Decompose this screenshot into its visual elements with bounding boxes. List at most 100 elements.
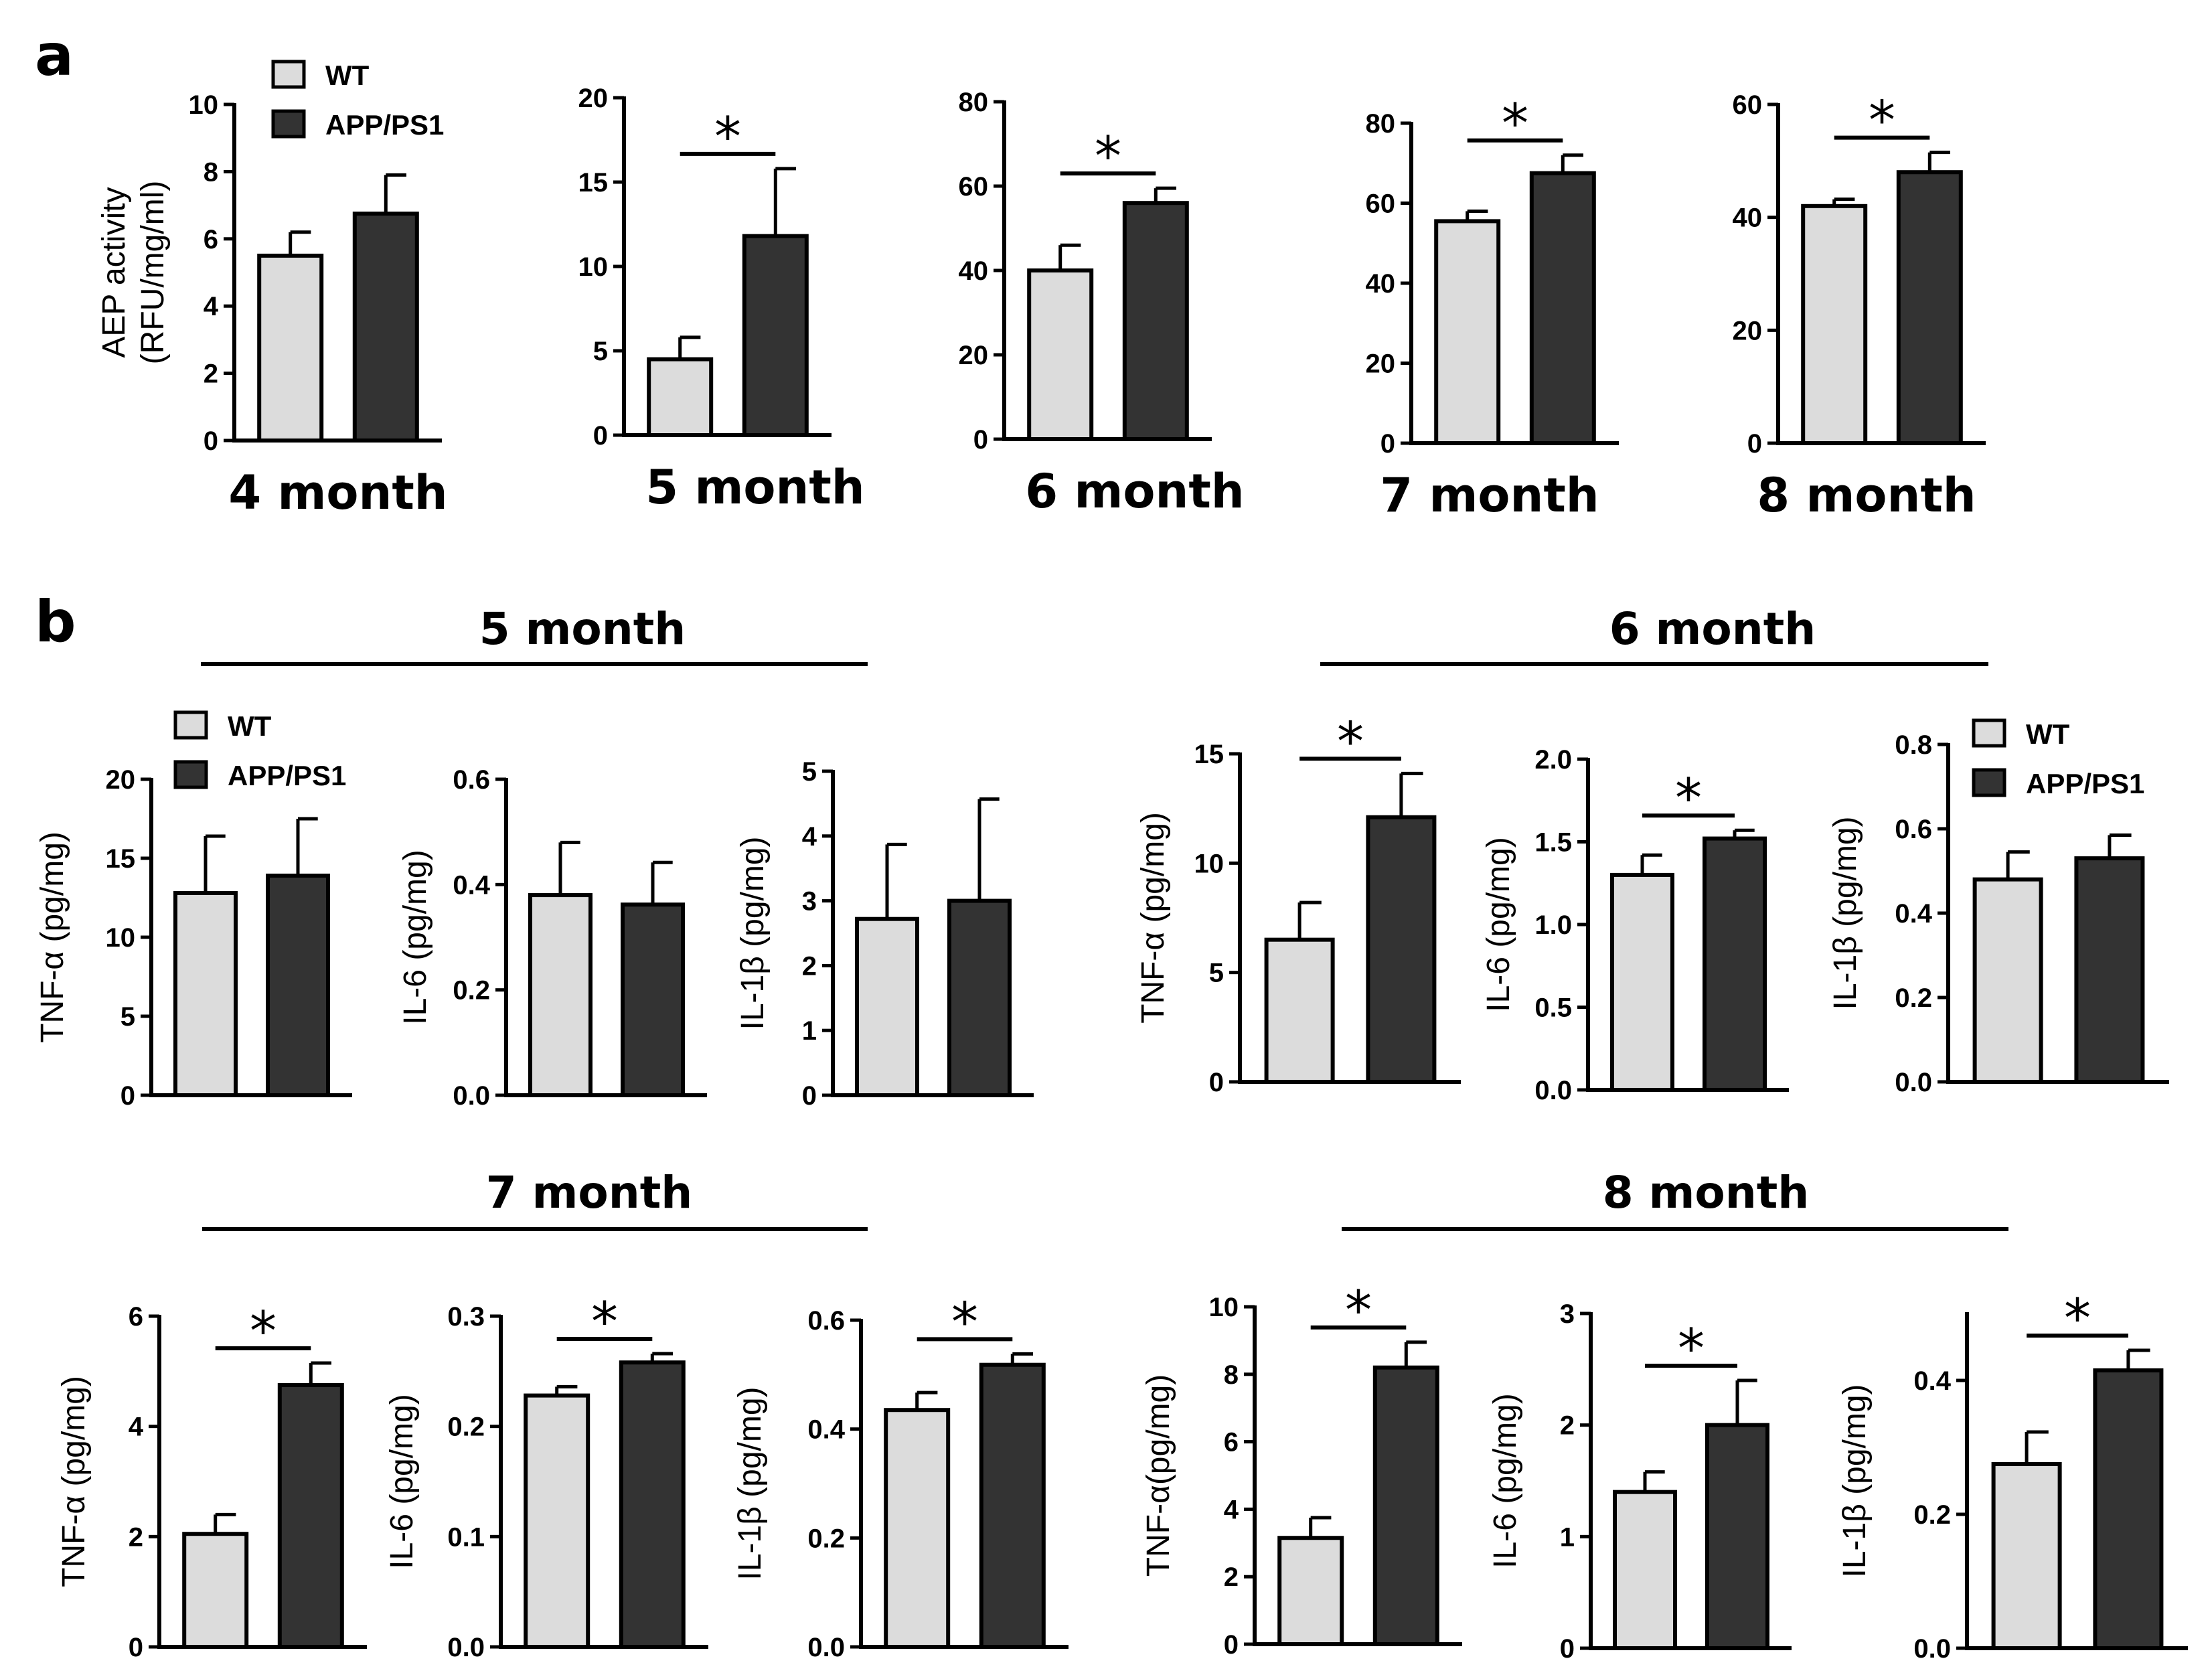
chart-tnf-5-month: 0 5 10 15 20 TNF-α (pg/mg) [35,765,352,1111]
bar-wt [1991,1462,2062,1650]
y-tick-label: 1.5 [1534,828,1572,858]
y-tick-label: 15 [578,168,609,197]
y-tick-label: 0 [1380,429,1395,459]
bar-wt [524,1393,590,1650]
bar-app [1529,171,1596,445]
bar-wt [173,890,238,1098]
legend-panel-a: WT APP/PS1 [271,60,444,141]
y-tick-label: 0 [129,1633,143,1662]
legend-panel-b-5-month: WT APP/PS1 [173,710,346,791]
significance-marker: * [250,1300,276,1362]
chart-il1b-8-month: 0.0 0.2 0.4 * IL-1β (pg/mg) [1837,1287,2188,1664]
chart-il6-8-month: 0 1 2 3 * IL-6 (pg/mg) [1488,1299,1792,1664]
y-axis-label: TNF-α (pg/mg) [56,1376,92,1587]
y-tick-label: 60 [1733,90,1763,120]
y-tick-label: 20 [1366,349,1396,379]
y-tick-label: 20 [959,341,989,370]
significance-marker: * [1502,92,1528,155]
y-tick-label: 0.4 [1895,899,1932,929]
y-tick-label: 2 [1560,1411,1575,1441]
legend-label-wt: WT [2026,718,2070,750]
chart-aep-5-month: 0 5 10 15 20 * 5 month [578,84,865,515]
y-tick-label: 3 [802,887,817,916]
significance-marker: * [591,1291,618,1353]
significance-marker: * [714,106,741,168]
y-tick-label: 2.0 [1534,745,1572,775]
legend-panel-b-6-month: WT APP/PS1 [1972,718,2144,799]
significance-marker: * [1678,1317,1705,1380]
y-tick-label: 20 [578,84,609,113]
y-tick-label: 2 [802,951,817,981]
y-tick-label: 60 [959,172,989,202]
y-tick-label: 0.2 [453,976,490,1006]
y-tick-label: 0.0 [807,1633,845,1662]
y-tick-label: 0.0 [453,1081,490,1111]
x-axis-label: 7 month [1380,468,1599,523]
y-tick-label: 0 [1560,1634,1575,1664]
bar-app [266,873,330,1097]
bar-app [742,234,809,437]
y-axis-label: IL-6 (pg/mg) [1481,837,1516,1012]
significance-marker: * [951,1291,978,1353]
y-tick-label: 0 [1747,429,1762,459]
y-tick-label: 0.2 [807,1524,845,1553]
bar-app [1896,170,1963,445]
bar-app [1372,1365,1439,1646]
y-tick-label: 80 [959,88,989,117]
bar-wt [647,357,714,437]
x-axis-label: 5 month [645,460,864,515]
legend-swatch-app [173,760,208,789]
bar-wt [1434,219,1501,445]
y-tick-label: 0 [121,1081,135,1111]
y-tick-label: 5 [121,1002,135,1032]
y-tick-label: 0.2 [447,1413,485,1442]
bar-app [1703,836,1767,1093]
y-tick-label: 0.4 [1913,1366,1951,1396]
bar-app [947,898,1012,1097]
legend-swatch-wt [173,710,208,740]
y-axis-label: IL-1β (pg/mg) [1828,816,1863,1010]
y-tick-label: 40 [1366,269,1396,299]
bar-wt [528,893,592,1097]
y-tick-label: 0 [593,421,608,451]
y-tick-label: 80 [1366,109,1396,139]
legend-label-wt: WT [228,710,272,742]
y-tick-label: 10 [189,90,219,120]
bar-wt [1613,1490,1677,1651]
bar-wt [855,916,919,1097]
bar-wt [1972,877,2043,1084]
chart-il1b-6-month: 0.0 0.2 0.4 0.6 0.8 IL-1β (pg/mg) [1828,730,2169,1097]
y-tick-label: 0.6 [807,1306,845,1336]
y-tick-label: 10 [106,923,136,953]
legend-swatch-app [271,109,306,139]
x-axis-label: 6 month [1025,464,1244,519]
y-tick-label: 10 [578,252,609,282]
y-tick-label: 40 [959,256,989,286]
y-axis-label: IL-6 (pg/mg) [398,850,433,1024]
legend-label-app: APP/PS1 [325,109,444,141]
y-tick-label: 0.2 [1913,1500,1951,1530]
y-tick-label: 15 [106,844,136,874]
significance-marker: * [1345,1279,1372,1342]
y-axis-label: (RFU/mg/ml) [135,181,171,365]
y-tick-label: 4 [204,292,219,321]
y-tick-label: 2 [1224,1563,1239,1592]
bar-wt [1277,1536,1344,1646]
group-title-8-month: 8 month [1603,1167,1810,1218]
y-tick-label: 0.4 [453,870,490,900]
significance-marker: * [2064,1287,2091,1350]
y-tick-label: 0.3 [447,1302,485,1332]
y-tick-label: 4 [129,1413,144,1442]
y-tick-label: 0.0 [1534,1076,1572,1105]
y-tick-label: 4 [1224,1495,1239,1524]
y-tick-label: 0.4 [807,1415,845,1445]
group-header-6-month: 6 month [1320,603,1988,666]
y-tick-label: 1.0 [1534,910,1572,940]
bar-wt [884,1408,951,1649]
y-tick-label: 6 [129,1302,143,1332]
bar-app [1705,1423,1769,1651]
y-axis-label: IL-1β (pg/mg) [1837,1384,1873,1577]
bar-app [1122,201,1189,441]
x-axis-label: 4 month [228,465,447,520]
legend-swatch-app [1972,768,2006,797]
